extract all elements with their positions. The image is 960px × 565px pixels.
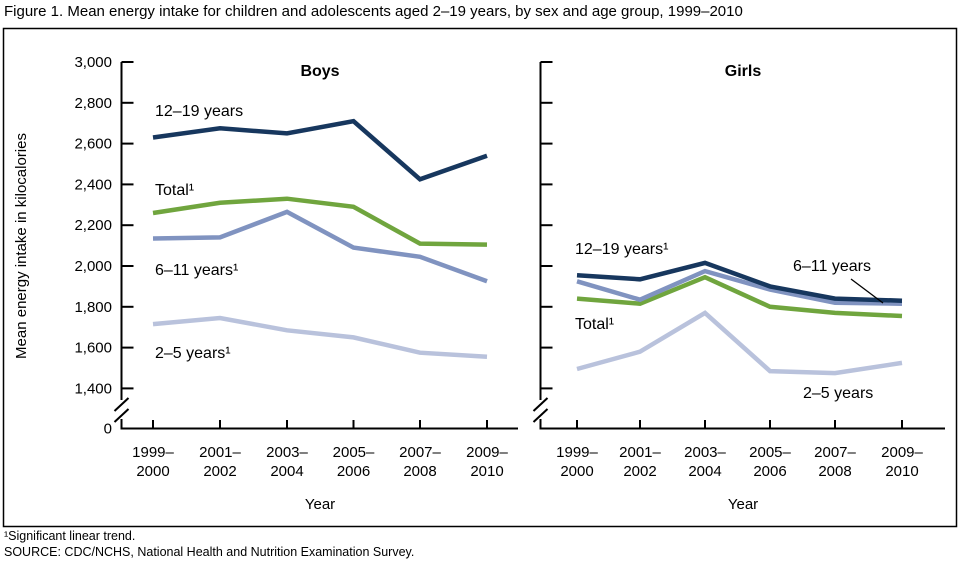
x-tick-label: 2002 bbox=[623, 463, 656, 480]
series-label-2-5-years: 2–5 years¹ bbox=[155, 345, 231, 362]
x-tick-label: 2003– bbox=[684, 444, 726, 461]
x-tick-label: 2000 bbox=[136, 463, 169, 480]
y-tick-label: 3,000 bbox=[74, 54, 112, 71]
axis-break-slash bbox=[113, 408, 130, 423]
y-tick-label: 1,600 bbox=[74, 340, 112, 357]
x-tick-label: 2007– bbox=[399, 444, 441, 461]
x-tick-label: 2009– bbox=[466, 444, 508, 461]
series-label-total: Total¹ bbox=[575, 316, 614, 333]
x-tick-label: 2000 bbox=[560, 463, 593, 480]
y-tick-label: 2,600 bbox=[74, 136, 112, 153]
x-tick-label: 2010 bbox=[470, 463, 503, 480]
panel-title: Girls bbox=[725, 63, 762, 80]
y-axis-title: Mean energy intake in kilocalories bbox=[13, 133, 30, 359]
x-tick-label: 2008 bbox=[403, 463, 436, 480]
series-line-total bbox=[576, 274, 903, 319]
x-tick-label: 2002 bbox=[203, 463, 236, 480]
x-tick-label: 2009– bbox=[881, 444, 923, 461]
series-line-2-5-years bbox=[576, 310, 903, 376]
footnote-source: SOURCE: CDC/NCHS, National Health and Nu… bbox=[4, 544, 415, 559]
x-tick-label: 2008 bbox=[818, 463, 851, 480]
y-tick-label: 2,400 bbox=[74, 176, 112, 193]
y-tick-label: 1,800 bbox=[74, 299, 112, 316]
panel-title: Boys bbox=[300, 63, 339, 80]
footnote-significant-trend: ¹Significant linear trend. bbox=[4, 529, 136, 543]
series-label-6-11-years: 6–11 years¹ bbox=[155, 262, 238, 279]
figure-title: Figure 1. Mean energy intake for childre… bbox=[4, 3, 743, 20]
x-tick-label: 2004 bbox=[270, 463, 303, 480]
series-label-12-19-years: 12–19 years¹ bbox=[575, 241, 668, 258]
x-tick-label: 1999– bbox=[556, 444, 598, 461]
footnote-block: ¹Significant linear trend. SOURCE: CDC/N… bbox=[4, 529, 414, 560]
x-tick-label: 2005– bbox=[749, 444, 791, 461]
axis-break-slash bbox=[113, 397, 130, 412]
y-tick-label: 2,800 bbox=[74, 95, 112, 112]
y-tick-label: 2,200 bbox=[74, 217, 112, 234]
series-line-6-11-years bbox=[152, 209, 488, 284]
series-label-total: Total¹ bbox=[155, 182, 194, 199]
x-axis-title: Year bbox=[728, 496, 758, 513]
x-tick-label: 1999– bbox=[132, 444, 174, 461]
series-label-12-19-years: 12–19 years bbox=[155, 103, 243, 120]
axis-break-slash bbox=[532, 397, 549, 412]
x-tick-label: 2006 bbox=[753, 463, 786, 480]
series-line-12-19-years bbox=[576, 260, 903, 303]
x-axis-title: Year bbox=[305, 496, 335, 513]
series-line-12-19-years bbox=[152, 118, 488, 182]
y-tick-label: 2,000 bbox=[74, 258, 112, 275]
x-tick-label: 2010 bbox=[885, 463, 918, 480]
label-leader-line bbox=[850, 278, 884, 304]
x-tick-label: 2007– bbox=[814, 444, 856, 461]
figure-frame bbox=[2, 27, 958, 528]
series-line-2-5-years bbox=[152, 315, 488, 360]
x-tick-label: 2004 bbox=[688, 463, 721, 480]
x-tick-label: 2003– bbox=[266, 444, 308, 461]
y-tick-label: 1,400 bbox=[74, 380, 112, 397]
series-line-total bbox=[152, 196, 488, 247]
x-tick-label: 2001– bbox=[619, 444, 661, 461]
series-label-6-11-years: 6–11 years bbox=[793, 258, 871, 275]
x-tick-label: 2001– bbox=[199, 444, 241, 461]
series-label-2-5-years: 2–5 years bbox=[803, 385, 873, 402]
axis-break-slash bbox=[532, 408, 549, 423]
y-tick-label: 0 bbox=[104, 421, 112, 438]
x-tick-label: 2006 bbox=[337, 463, 370, 480]
x-tick-label: 2005– bbox=[333, 444, 375, 461]
series-line-6-11-years bbox=[576, 268, 903, 306]
